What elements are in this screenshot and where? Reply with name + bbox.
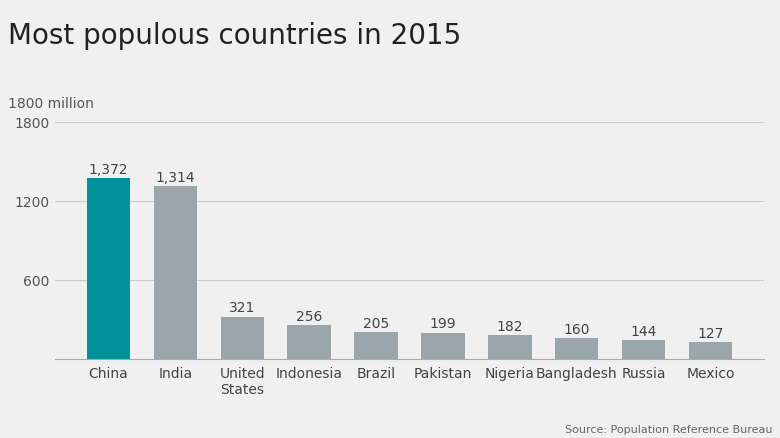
Text: 127: 127: [697, 326, 724, 340]
Text: 160: 160: [563, 322, 590, 336]
Bar: [622, 340, 665, 359]
Text: 144: 144: [630, 324, 657, 338]
Text: 205: 205: [363, 316, 389, 330]
Text: 321: 321: [229, 300, 256, 314]
Bar: [288, 325, 331, 359]
Bar: [421, 333, 465, 359]
Bar: [154, 187, 197, 359]
Text: Most populous countries in 2015: Most populous countries in 2015: [8, 22, 461, 50]
Bar: [87, 179, 130, 359]
Text: Source: Population Reference Bureau: Source: Population Reference Bureau: [565, 424, 772, 434]
Text: 182: 182: [497, 319, 523, 333]
Bar: [689, 343, 732, 359]
Text: 1800 million: 1800 million: [8, 96, 94, 110]
Bar: [354, 332, 398, 359]
Text: 199: 199: [430, 317, 456, 331]
Bar: [488, 335, 531, 359]
Text: 1,314: 1,314: [156, 170, 195, 184]
Bar: [221, 317, 264, 359]
Bar: [555, 338, 598, 359]
Text: 1,372: 1,372: [89, 162, 129, 177]
Text: 256: 256: [296, 309, 322, 323]
